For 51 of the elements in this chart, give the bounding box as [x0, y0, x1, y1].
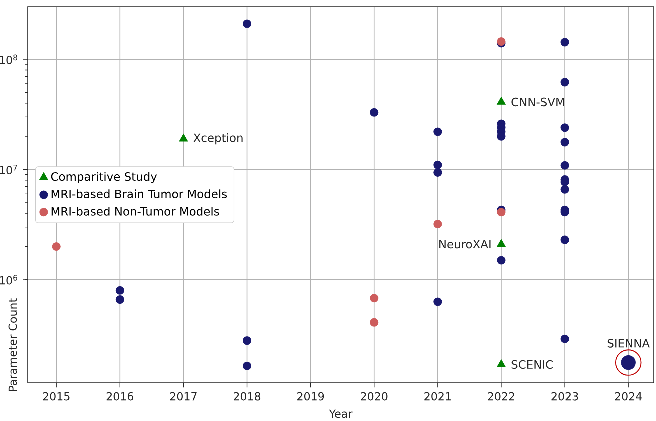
- point: [497, 208, 506, 217]
- point: [560, 236, 570, 244]
- x-tick-label: 2021: [424, 392, 451, 401]
- y-tick-label: 10$^{8}$: [0, 54, 18, 64]
- x-axis-title: Year: [329, 410, 353, 418]
- point: [497, 97, 506, 105]
- annotation: SCENIC: [512, 360, 553, 370]
- annotation: NeuroXAI: [440, 240, 491, 249]
- point: [560, 185, 570, 194]
- point: [242, 362, 252, 370]
- point: [497, 360, 506, 368]
- point: [497, 239, 506, 248]
- y-tick-label: 10$^{6}$: [0, 275, 18, 285]
- x-tick-label: 2022: [488, 392, 514, 401]
- point: [242, 336, 252, 346]
- point: [370, 294, 379, 303]
- x-tick-label: 2019: [298, 392, 324, 401]
- annotation: CNN-SVM: [512, 98, 564, 107]
- point: [370, 108, 379, 117]
- point: [560, 38, 570, 47]
- y-axis-title: Parameter Count: [8, 298, 18, 392]
- point: [560, 161, 570, 170]
- annotation: SIENNA: [608, 339, 650, 348]
- x-tick-label: 2024: [615, 392, 642, 401]
- x-tick-label: 2016: [106, 392, 134, 401]
- point: [434, 168, 442, 177]
- x-tick-label: 2023: [552, 392, 578, 401]
- point: [497, 256, 506, 265]
- point: [179, 134, 188, 142]
- annotation: Xception: [194, 133, 243, 145]
- x-tick-label: 2015: [43, 392, 70, 401]
- point: [560, 124, 570, 132]
- x-tick-label: 2018: [234, 392, 261, 401]
- x-tick-label: 2017: [170, 392, 197, 401]
- legend-label: MRI-based Non-Tumor Models: [52, 207, 220, 216]
- point: [560, 334, 570, 344]
- legend-label: Comparitive Study: [51, 172, 158, 184]
- point: [52, 242, 61, 252]
- y-tick-label: 10$^{7}$: [0, 164, 18, 175]
- x-tick-label: 2020: [361, 392, 388, 401]
- point: [560, 78, 570, 87]
- point: [560, 138, 570, 147]
- point: [116, 296, 124, 304]
- point: [116, 286, 124, 295]
- point: [434, 220, 442, 229]
- point: [370, 318, 379, 327]
- point: [434, 298, 442, 306]
- point: [434, 160, 442, 170]
- legend-label: MRI-based Brain Tumor Models: [52, 190, 228, 199]
- point: [242, 20, 252, 28]
- point: [434, 128, 442, 136]
